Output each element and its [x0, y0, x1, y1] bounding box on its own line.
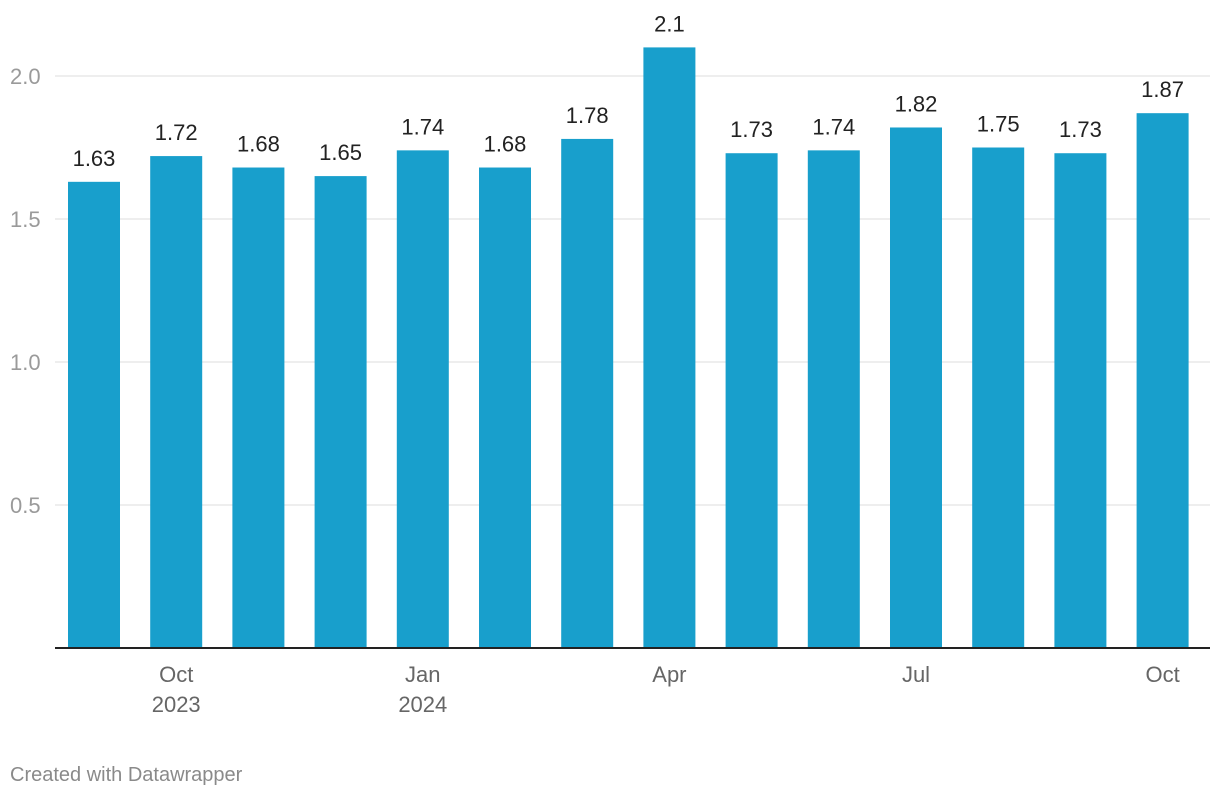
bar [643, 47, 696, 648]
bar-chart: 0.5 1.0 1.5 2.0 1.63 1.72 1.68 1.65 1.74 1.68 1.7… [10, 11, 1210, 717]
x-tick-label: Apr [652, 662, 686, 687]
chart-credit: Created with Datawrapper [10, 764, 243, 786]
bar-value-label: 1.87 [1141, 77, 1184, 102]
bar-value-label: 1.74 [401, 114, 444, 139]
y-axis-ticks: 0.5 1.0 1.5 2.0 [10, 64, 41, 518]
x-tick-label: 2023 [152, 692, 201, 717]
bar-value-label: 1.74 [812, 114, 855, 139]
bar [1136, 113, 1189, 649]
bar-value-label: 1.63 [73, 146, 116, 171]
bar-value-label: 1.73 [1059, 117, 1102, 142]
bar-value-label: 1.65 [319, 140, 362, 165]
bar [725, 153, 778, 648]
y-tick-label: 1.0 [10, 350, 41, 375]
bar-value-label: 1.75 [977, 112, 1020, 137]
y-tick-label: 1.5 [10, 207, 41, 232]
bars [68, 47, 1189, 649]
x-axis-ticks: Oct 2023 Jan 2024 Apr Jul Oct [152, 662, 1180, 717]
bar [890, 127, 942, 649]
bar [396, 150, 449, 649]
bar [68, 181, 120, 648]
bar-value-label: 1.68 [237, 132, 280, 157]
bar-value-label: 1.68 [484, 132, 527, 157]
bar [807, 150, 860, 649]
x-tick-label: Jul [902, 662, 930, 687]
bar [561, 138, 614, 649]
bar [1054, 153, 1107, 648]
bar [232, 167, 285, 648]
bar [479, 167, 531, 648]
y-tick-label: 0.5 [10, 493, 41, 518]
gridlines [55, 75, 1210, 506]
bar-value-label: 1.82 [895, 91, 938, 116]
bar [972, 147, 1025, 648]
x-tick-label: 2024 [398, 692, 447, 717]
bar [150, 156, 203, 648]
bar-value-label: 1.73 [730, 117, 773, 142]
y-tick-label: 2.0 [10, 64, 41, 89]
value-labels: 1.63 1.72 1.68 1.65 1.74 1.68 1.78 2.1 1.73 1.74 1… [73, 11, 1184, 170]
bar [314, 176, 367, 648]
bar-value-label: 1.72 [155, 120, 198, 145]
x-tick-label: Jan [405, 662, 440, 687]
x-tick-label: Oct [159, 662, 193, 687]
bar-value-label: 2.1 [654, 11, 685, 36]
x-tick-label: Oct [1145, 662, 1179, 687]
bar-value-label: 1.78 [566, 103, 609, 128]
